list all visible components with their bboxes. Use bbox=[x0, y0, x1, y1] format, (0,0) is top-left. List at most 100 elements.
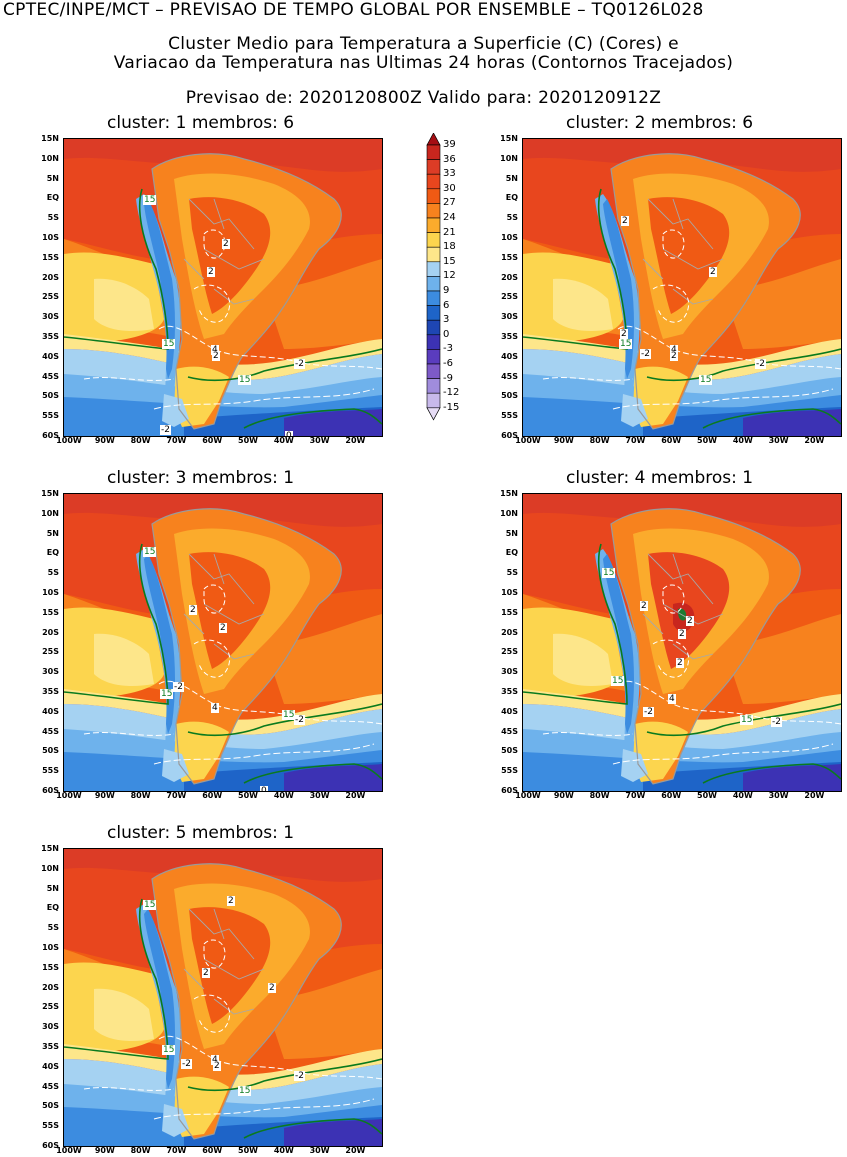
colorbar-segment bbox=[426, 261, 441, 277]
cluster-map-4: 15 2 2 2 2 4 15 -2 15 -2 bbox=[522, 493, 842, 792]
longitude-tick: 20W bbox=[345, 791, 366, 800]
panel-title-1: cluster: 1 membros: 6 bbox=[107, 113, 295, 133]
latitude-tick: 10S bbox=[42, 233, 59, 242]
longitude-tick: 90W bbox=[553, 791, 574, 800]
longitude-tick: 50W bbox=[238, 436, 258, 445]
colorbar-segment bbox=[426, 188, 441, 204]
cluster-map-5: 15 2 2 2 15 -2 4 2 15 -2 bbox=[63, 848, 383, 1147]
latitude-tick: 60S bbox=[501, 431, 518, 440]
contour-label: 15 bbox=[238, 375, 252, 385]
panel-title-5: cluster: 5 membros: 1 bbox=[107, 823, 295, 843]
latitude-tick: 10N bbox=[500, 508, 518, 518]
contour-label: 2 bbox=[686, 616, 694, 626]
latitude-tick: 60S bbox=[501, 786, 518, 795]
longitude-tick: 40W bbox=[273, 791, 294, 800]
latitude-tick: 30S bbox=[42, 667, 59, 677]
contour-label: 2 bbox=[227, 896, 235, 906]
contour-label: 2 bbox=[268, 983, 276, 993]
contour-label: 4 bbox=[211, 1055, 219, 1065]
colorbar-segment bbox=[426, 392, 441, 409]
colorbar-segment bbox=[426, 276, 441, 292]
panel-title-2: cluster: 2 membros: 6 bbox=[566, 113, 754, 133]
latitude-tick: 15N bbox=[500, 134, 518, 143]
longitude-tick: 80W bbox=[130, 436, 151, 445]
latitude-tick: 15S bbox=[501, 252, 518, 262]
contour-label: 2 bbox=[222, 239, 230, 249]
contour-label: 4 bbox=[211, 703, 219, 713]
latitude-tick: 10N bbox=[41, 508, 59, 518]
latitude-tick: 10N bbox=[41, 863, 59, 873]
latitude-tick: 15N bbox=[41, 134, 59, 143]
colorbar-segment bbox=[426, 159, 441, 175]
contour-label: 4 bbox=[668, 694, 676, 704]
latitude-tick: 55S bbox=[501, 411, 518, 421]
longitude-tick: 80W bbox=[130, 1146, 151, 1155]
contour-label: 2 bbox=[189, 605, 197, 615]
cluster-map-3: 15 2 2 15 -2 4 15 -2 0 bbox=[63, 493, 383, 792]
longitude-tick: 20W bbox=[804, 791, 825, 800]
latitude-tick: 10S bbox=[501, 233, 518, 242]
latitude-tick: 40S bbox=[501, 351, 518, 361]
longitude-tick: 90W bbox=[94, 791, 115, 800]
contour-label: 2 bbox=[640, 601, 648, 611]
latitude-tick: 25S bbox=[42, 647, 59, 657]
longitude-tick: 60W bbox=[661, 436, 682, 445]
longitude-tick: 60W bbox=[202, 791, 223, 800]
colorbar-label: 12 bbox=[443, 270, 456, 282]
longitude-tick: 30W bbox=[768, 791, 789, 800]
latitude-tick: 10N bbox=[500, 153, 518, 163]
longitude-tick: 50W bbox=[697, 791, 717, 800]
contour-label: 2 bbox=[676, 658, 684, 668]
latitude-tick: 5N bbox=[46, 528, 59, 538]
contour-label: 15 bbox=[282, 710, 296, 720]
header-line-2: Cluster Medio para Temperatura a Superfi… bbox=[168, 34, 679, 54]
longitude-tick: 60W bbox=[202, 1146, 223, 1155]
latitude-tick: 60S bbox=[42, 1141, 59, 1150]
longitude-tick: 20W bbox=[345, 436, 366, 445]
longitude-tick: 40W bbox=[273, 1146, 294, 1155]
header-line-3: Variacao da Temperatura nas Ultimas 24 h… bbox=[113, 53, 734, 73]
longitude-tick: 80W bbox=[130, 791, 151, 800]
contour-label: 4 bbox=[670, 345, 678, 355]
longitude-tick: 70W bbox=[166, 436, 187, 445]
latitude-tick: 20S bbox=[42, 627, 59, 637]
contour-label: 2 bbox=[219, 623, 227, 633]
latitude-tick: 35S bbox=[42, 332, 59, 341]
colorbar-label: 9 bbox=[443, 285, 450, 296]
colorbar-label: 24 bbox=[443, 212, 456, 223]
longitude-tick: 50W bbox=[238, 791, 258, 800]
longitude-tick: 70W bbox=[166, 1146, 187, 1155]
contour-label: -2 bbox=[294, 715, 305, 725]
contour-label: 15 bbox=[238, 1086, 252, 1096]
contour-label: 2 bbox=[213, 1061, 221, 1071]
colorbar-segment bbox=[426, 290, 441, 306]
latitude-tick: 45S bbox=[501, 371, 518, 381]
contour-label: 2 bbox=[212, 351, 220, 361]
latitude-tick: 60S bbox=[42, 786, 59, 795]
contour-label: -2 bbox=[294, 1071, 305, 1081]
longitude-tick: 60W bbox=[202, 436, 223, 445]
latitude-tick: 20S bbox=[42, 982, 59, 992]
longitude-tick: 30W bbox=[768, 436, 789, 445]
latitude-tick: 10S bbox=[42, 588, 59, 597]
latitude-tick: 15S bbox=[42, 252, 59, 262]
latitude-tick: 20S bbox=[501, 272, 518, 282]
colorbar-segment bbox=[426, 232, 441, 248]
latitude-tick: 55S bbox=[42, 766, 59, 776]
contour-label: 4 bbox=[211, 345, 219, 355]
longitude-tick: 40W bbox=[273, 436, 294, 445]
contour-label: 2 bbox=[670, 351, 678, 361]
latitude-tick: 35S bbox=[501, 687, 518, 696]
longitude-tick: 100W bbox=[56, 436, 82, 445]
colorbar-segment bbox=[426, 144, 441, 160]
latitude-tick: 25S bbox=[501, 292, 518, 302]
contour-label: -2 bbox=[643, 707, 654, 717]
latitude-tick: 5N bbox=[46, 173, 59, 183]
latitude-tick: 25S bbox=[42, 292, 59, 302]
cluster-map-1: 15 2 2 4 2 15 15 -2 -2 0 bbox=[63, 138, 383, 437]
longitude-tick: 90W bbox=[553, 436, 574, 445]
latitude-tick: 15S bbox=[42, 962, 59, 972]
contour-label: 15 bbox=[143, 900, 157, 910]
latitude-tick: 15S bbox=[42, 607, 59, 617]
colorbar-bottom-arrow bbox=[426, 407, 441, 421]
